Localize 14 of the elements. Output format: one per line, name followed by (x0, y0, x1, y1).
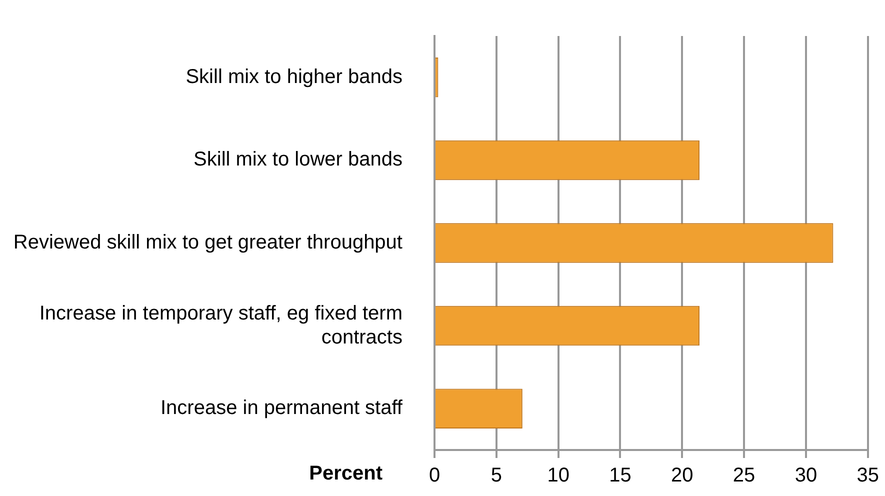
y-tick-label: Skill mix to lower bands (194, 148, 402, 171)
x-axis-title: Percent (309, 462, 383, 485)
x-tick-label: 10 (547, 464, 570, 487)
y-tick-label: Skill mix to higher bands (186, 66, 402, 88)
x-tick-label: 35 (856, 464, 879, 487)
y-tick-label: Reviewed skill mix to get greater throughput (13, 232, 403, 254)
y-tick-label: Increase in permanent staff (160, 397, 403, 420)
x-tick-label: 0 (428, 464, 440, 487)
x-tick-label: 30 (794, 464, 818, 487)
x-tick-label: 5 (490, 464, 502, 487)
x-tick-label: 20 (671, 464, 694, 487)
x-tick-label: 25 (732, 464, 756, 487)
y-tick-label: Increase in temporary staff, eg fixed term contracts (39, 302, 402, 348)
x-tick-label: 15 (609, 464, 632, 487)
